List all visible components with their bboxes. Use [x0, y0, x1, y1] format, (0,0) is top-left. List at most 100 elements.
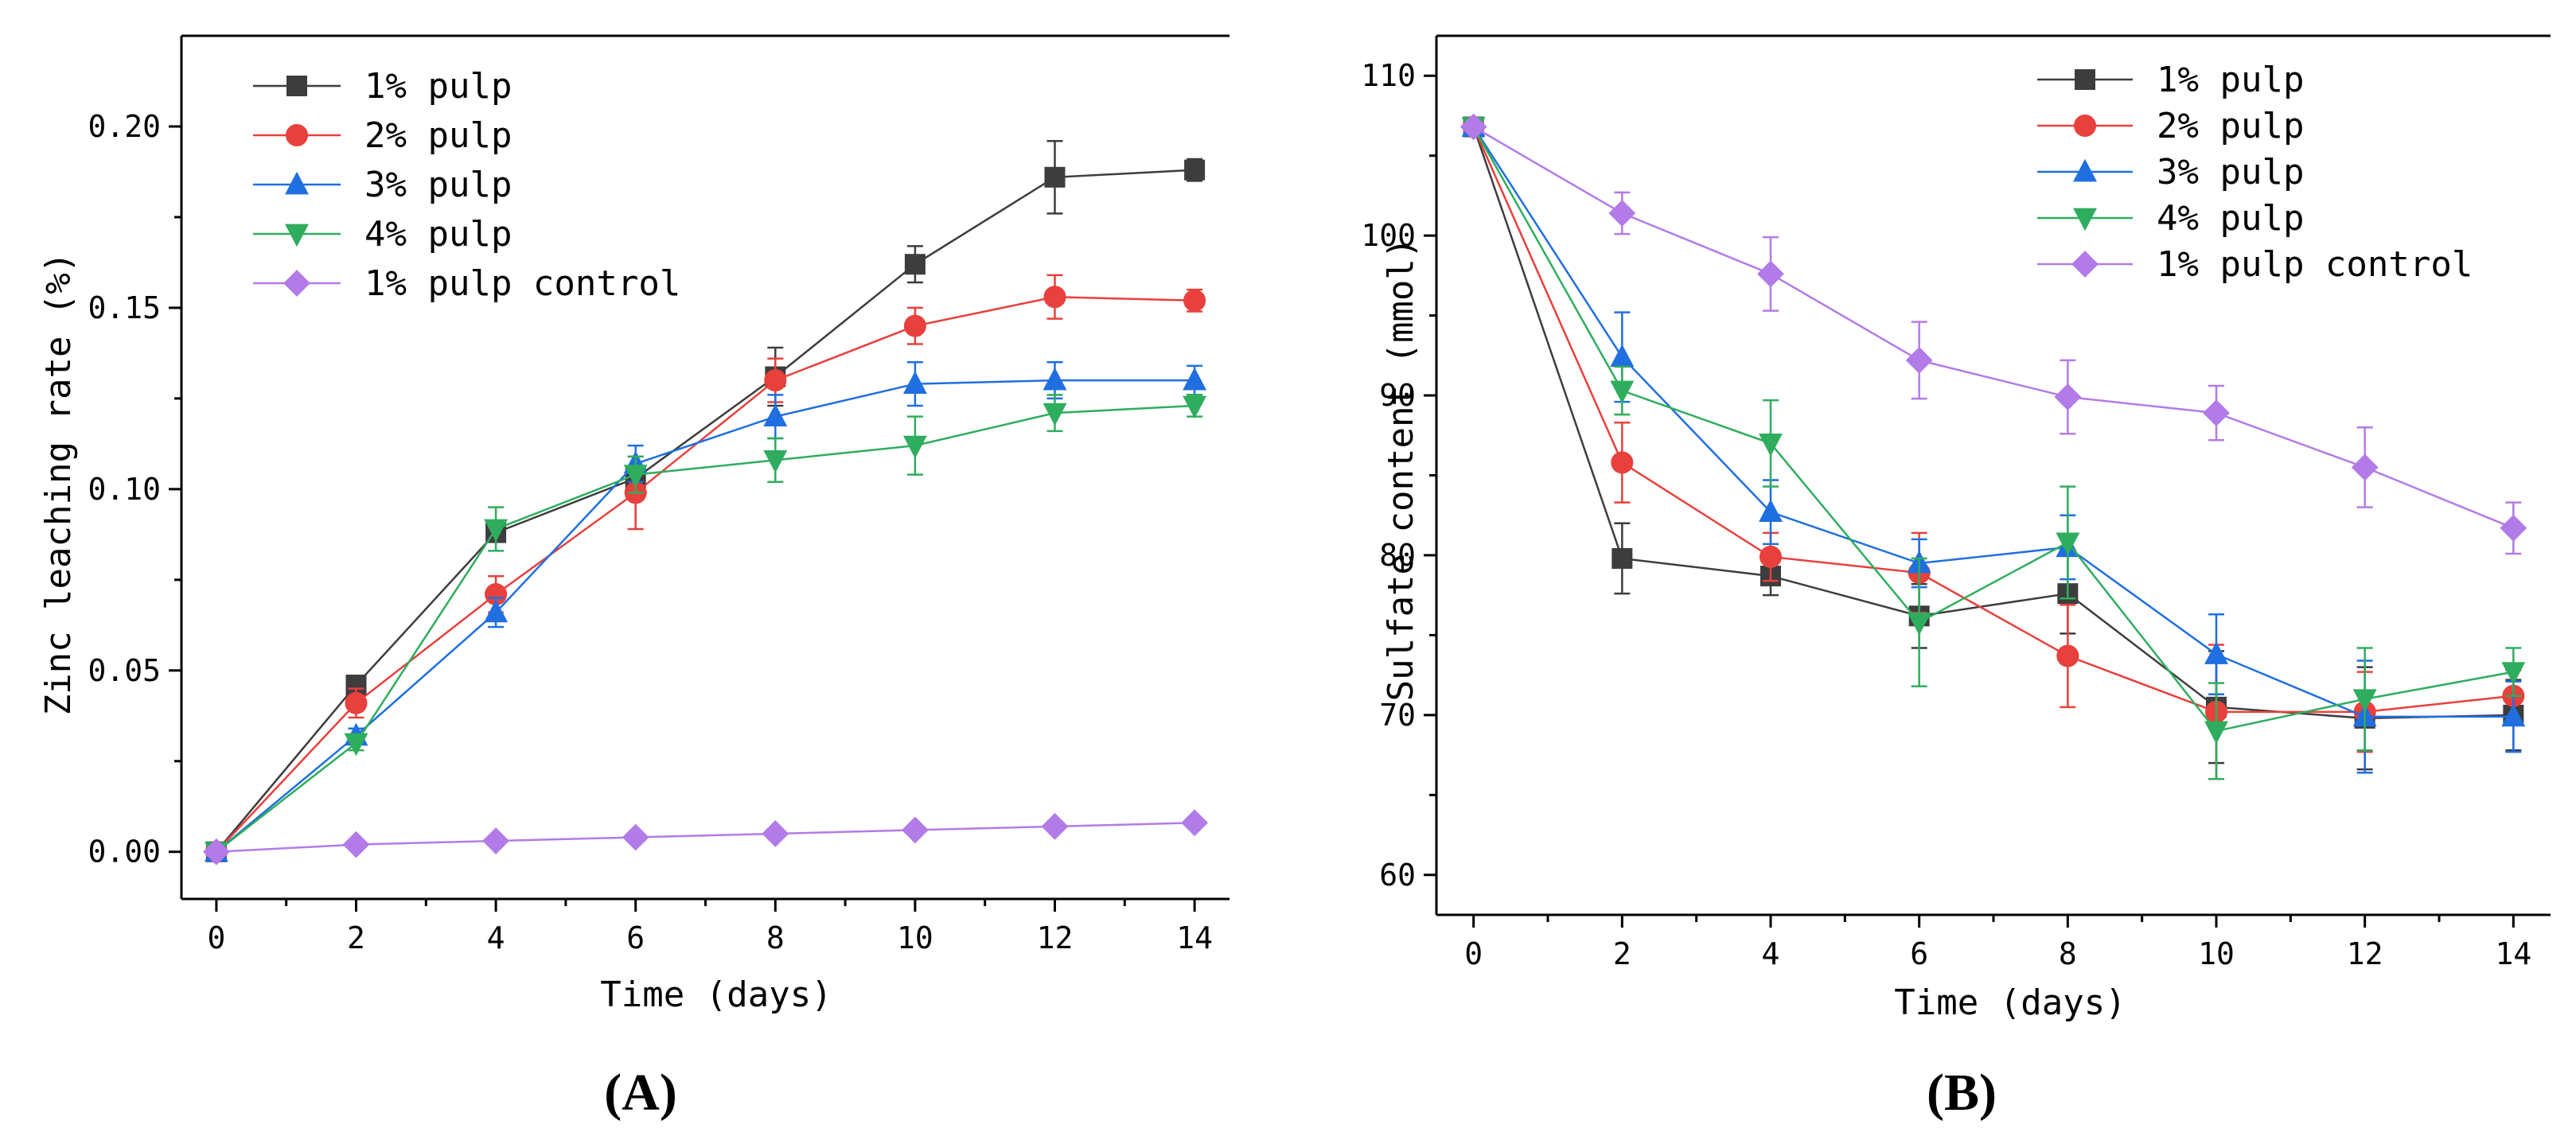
panel-a-legend-marker — [286, 76, 307, 96]
panel-a-x-tick-label: 4 — [487, 920, 505, 955]
panel-a-data-point — [485, 583, 508, 606]
panel-b-plot-area: 0 2 4 6 8 10 12 14 60 70 80 90 100 110 1% pulp 2% pulp 3… — [1361, 34, 2551, 971]
panel-a-data-point — [484, 519, 509, 543]
panel-b-data-point — [1757, 260, 1784, 288]
panel-a-x-tick-label: 14 — [1176, 920, 1213, 955]
panel-a-data-point — [1043, 286, 1066, 309]
panel-b-y-tick-label: 110 — [1361, 58, 1416, 93]
panel-a-series-4 — [203, 809, 1208, 866]
panel-a-x-tick-label: 6 — [626, 920, 645, 955]
panel-a-data-point — [1044, 166, 1066, 188]
panel-b: 0 2 4 6 8 10 12 14 60 70 80 90 100 110 1% pulp 2% pulp 3… — [1361, 34, 2551, 1122]
panel-a-y-tick-label: 0.15 — [88, 290, 161, 325]
panel-b-ylabel: Sulfate content (mmol) — [1381, 238, 1421, 702]
panel-a-legend-marker — [285, 224, 309, 247]
panel-a-legend-marker — [285, 171, 309, 195]
panel-a-data-point — [762, 820, 789, 847]
panel-b-legend-label: 1% pulp control — [2157, 244, 2473, 285]
panel-b-legend-marker — [2073, 114, 2097, 138]
panel-a-data-point — [1183, 289, 1206, 312]
panel-a-data-point — [1042, 367, 1067, 391]
panel-b-legend-label: 4% pulp — [2157, 198, 2304, 239]
panel-b-series-line — [1472, 126, 2514, 718]
panel-a-data-point — [622, 823, 649, 851]
panel-b-legend-marker — [2073, 158, 2097, 182]
panel-a-legend-label: 1% pulp control — [364, 263, 680, 304]
panel-a-series-3 — [204, 394, 1207, 865]
panel-a-x-tick-label: 0 — [207, 920, 225, 955]
panel-a: 0 2 4 6 8 10 12 14 0.00 0.05 0.10 0.15 0.20 1% pulp 2%… — [38, 34, 1230, 1122]
panel-b-x-tick-label: 8 — [2059, 936, 2077, 971]
panel-a-data-point — [1041, 812, 1069, 840]
panel-b-legend-label: 2% pulp — [2157, 106, 2304, 146]
panel-b-data-point — [1759, 499, 1783, 523]
panel-a-data-point — [623, 465, 648, 488]
panel-a-data-point — [203, 838, 230, 866]
panel-a-x-tick-label: 2 — [347, 920, 365, 955]
panel-a-data-point — [1042, 403, 1067, 426]
panel-a-legend-marker — [283, 270, 310, 297]
panel-a-data-point — [1183, 395, 1207, 419]
panel-a-data-point — [484, 599, 509, 623]
panel-a-data-point — [1184, 159, 1206, 181]
panel-b-legend-marker — [2071, 251, 2099, 278]
panel-b-data-point — [1905, 346, 1933, 374]
panel-b-y-tick-label: 60 — [1379, 858, 1416, 893]
panel-a-legend-label: 1% pulp — [364, 66, 512, 107]
panel-a-data-point — [482, 827, 509, 854]
panel-b-series-line — [1472, 126, 2514, 733]
panel-b-x-tick-label: 12 — [2347, 936, 2383, 971]
panel-a-series-line — [216, 404, 1195, 853]
panel-b-data-point — [1611, 451, 1634, 474]
panel-a-series-line — [216, 379, 1195, 853]
panel-b-data-point — [1610, 380, 1635, 404]
panel-a-data-point — [345, 691, 368, 714]
panel-a-legend-label: 3% pulp — [364, 165, 512, 205]
panel-b-data-point — [1907, 612, 1931, 636]
panel-a-xlabel: Time (days) — [600, 975, 832, 1015]
panel-b-x-tick-label: 10 — [2198, 936, 2235, 971]
panel-b-data-point — [2204, 641, 2228, 664]
panel-b-series-4 — [1459, 113, 2527, 555]
panel-a-data-point — [903, 314, 926, 337]
panel-b-data-point — [2056, 644, 2079, 667]
panel-b-data-point — [1459, 113, 1487, 141]
panel-b-data-point — [1610, 344, 1635, 368]
panel-b-series-3 — [1461, 117, 2526, 780]
panel-a-data-point — [902, 371, 927, 394]
panel-b-data-point — [1759, 545, 1783, 569]
panel-a-y-tick-label: 0.05 — [88, 653, 161, 688]
panel-a-data-point — [1181, 809, 1208, 837]
panel-b-data-point — [2501, 662, 2526, 685]
panel-a-data-point — [344, 733, 368, 757]
panel-b-data-point — [2351, 453, 2379, 481]
panel-b-y-tick-label: 80 — [1379, 538, 1416, 573]
panel-b-y-tick-label: 70 — [1379, 698, 1416, 733]
panel-a-x-tick-label: 8 — [766, 920, 785, 955]
panel-b-x-tick-label: 4 — [1762, 936, 1780, 971]
panel-a-y-tick-label: 0.00 — [88, 835, 161, 870]
panel-b-data-point — [1608, 200, 1636, 227]
panel-b-data-point — [1759, 433, 1783, 457]
panel-a-data-point — [763, 450, 788, 473]
panel-b-legend-marker — [2075, 69, 2095, 90]
panel-b-y-tick-label: 90 — [1379, 378, 1416, 413]
panel-a-data-point — [764, 369, 787, 392]
panel-b-data-point — [1611, 547, 1633, 569]
panel-b-data-point — [2500, 514, 2527, 542]
panel-a-y-tick-label: 0.10 — [88, 472, 161, 507]
panel-b-series-line — [1472, 126, 2514, 714]
panel-a-data-point — [904, 254, 926, 275]
panel-b-legend: 1% pulp 2% pulp 3% pulp 4% pulp 1% pulp cont… — [2037, 60, 2473, 285]
panel-a-data-point — [763, 403, 788, 427]
panel-a-legend-label: 4% pulp — [364, 214, 512, 255]
panel-a-data-point — [342, 831, 370, 858]
panel-b-x-tick-label: 14 — [2495, 936, 2531, 971]
panel-b-legend-marker — [2073, 208, 2097, 232]
panel-b-data-point — [2054, 383, 2082, 410]
panel-b-data-point — [2056, 532, 2080, 556]
panel-a-data-point — [1183, 367, 1207, 391]
panel-b-x-tick-label: 2 — [1613, 936, 1631, 971]
panel-b-legend-label: 3% pulp — [2157, 152, 2304, 193]
